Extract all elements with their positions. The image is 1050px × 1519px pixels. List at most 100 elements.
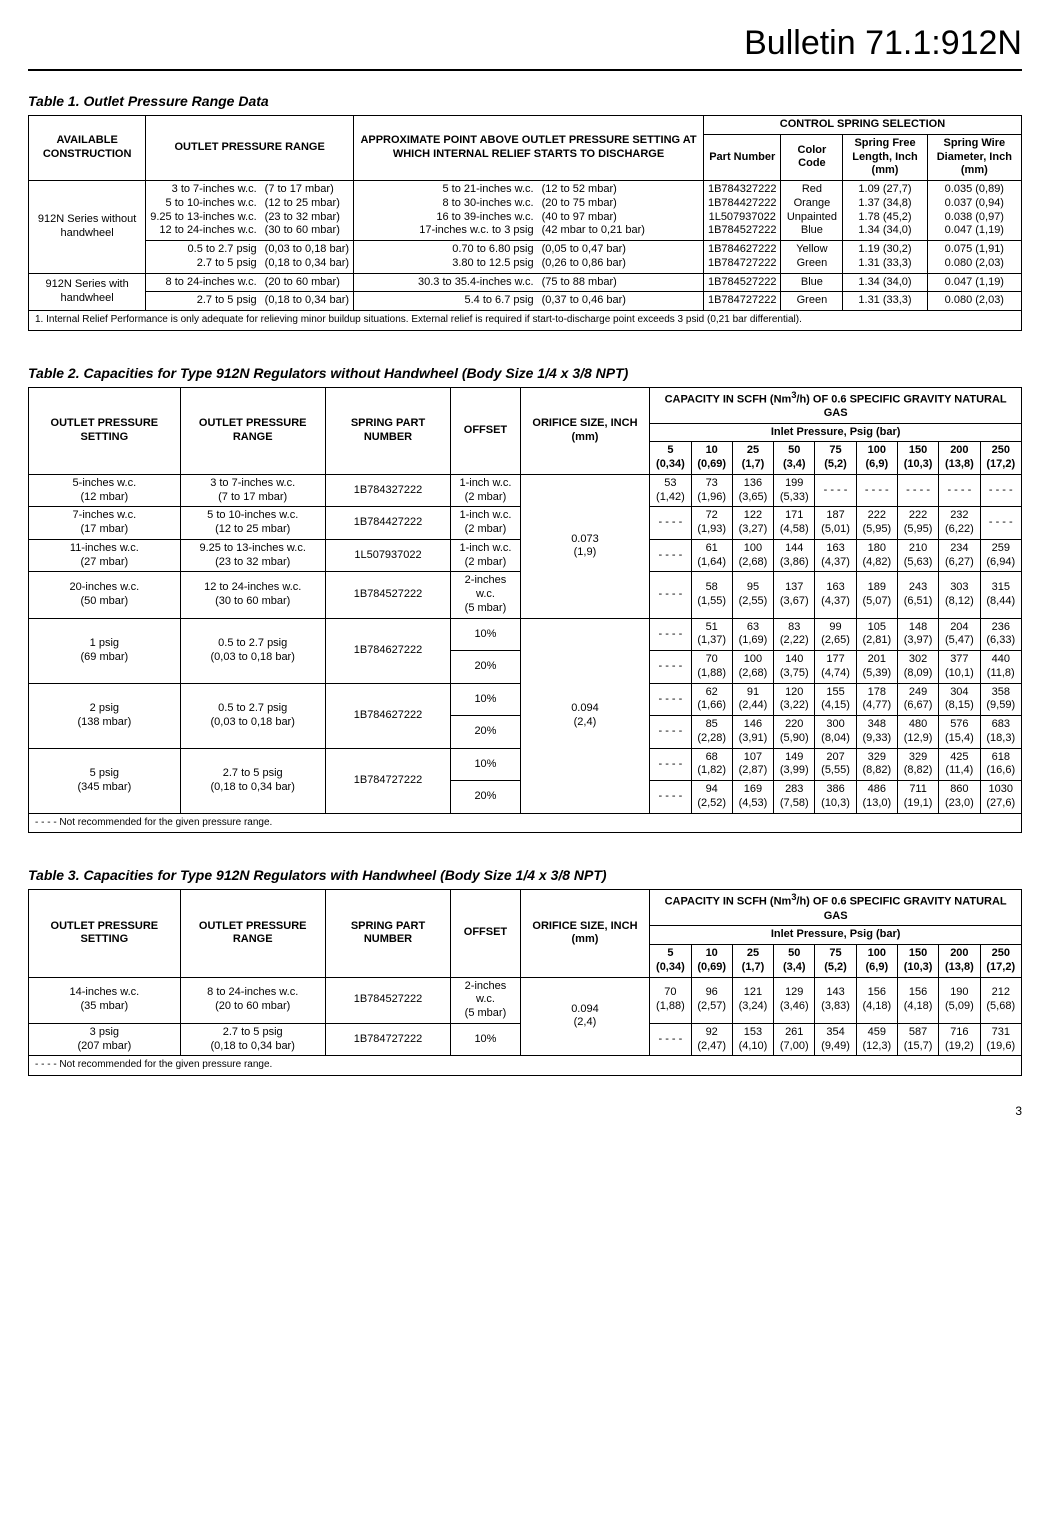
t1-avail: 912N Series with handwheel	[29, 273, 146, 311]
t2-cell: - - - -	[650, 539, 691, 572]
t2-part: 1B784527222	[325, 572, 451, 618]
t2-cell: 1030(27,6)	[980, 781, 1021, 814]
t2-cap-a: CAPACITY IN SCFH (Nm	[665, 393, 792, 405]
t2-cell: 122(3,27)	[732, 507, 773, 540]
t2-offset: 1-inch w.c. (2 mbar)	[451, 507, 520, 540]
t3-cell: 190(5,09)	[939, 977, 980, 1023]
t1-h-part: Part Number	[703, 134, 781, 180]
t2-cell: 91(2,44)	[732, 683, 773, 716]
t2-cell: 63(1,69)	[732, 618, 773, 651]
t3-col: 10(0,69)	[691, 945, 732, 978]
t2-h-cap: CAPACITY IN SCFH (Nm3/h) OF 0.6 SPECIFIC…	[650, 387, 1022, 423]
t2-cell: 348(9,33)	[856, 716, 897, 749]
t2-cell: - - - -	[650, 716, 691, 749]
t2-h-orifice: ORIFICE SIZE, INCH (mm)	[520, 387, 650, 474]
t3-cell: 156(4,18)	[897, 977, 938, 1023]
t2-orifice-b: 0.094 (2,4)	[520, 618, 650, 813]
t1-approx-right: (12 to 52 mbar)(20 to 75 mbar)(40 to 97 …	[538, 181, 704, 241]
t2-cell: 860(23,0)	[939, 781, 980, 814]
t3-cell: 716(19,2)	[939, 1023, 980, 1056]
t3-cell: 96(2,57)	[691, 977, 732, 1023]
t2-cell: 58(1,55)	[691, 572, 732, 618]
t2-offset: 20%	[451, 781, 520, 814]
t2-range: 12 to 24-inches w.c. (30 to 60 mbar)	[180, 572, 325, 618]
t3-cell: 459(12,3)	[856, 1023, 897, 1056]
t2-cell: 100(2,68)	[732, 539, 773, 572]
t1-approx-left: 0.70 to 6.80 psig3.80 to 12.5 psig	[354, 241, 538, 274]
t1-range-left: 2.7 to 5 psig	[146, 292, 261, 311]
page-number: 3	[28, 1104, 1022, 1118]
t2-cell: 62(1,66)	[691, 683, 732, 716]
t1-range-right: (0,03 to 0,18 bar)(0,18 to 0,34 bar)	[261, 241, 354, 274]
t2-col: 25(1,7)	[732, 442, 773, 475]
t3-h-range: OUTLET PRESSURE RANGE	[180, 890, 325, 977]
t1-parts: 1B784527222	[703, 273, 781, 292]
t3-col: 100(6,9)	[856, 945, 897, 978]
t3-h-setting: OUTLET PRESSURE SETTING	[29, 890, 181, 977]
t2-cell: 155(4,15)	[815, 683, 856, 716]
t1-range-left: 8 to 24-inches w.c.	[146, 273, 261, 292]
t2-col: 50(3,4)	[774, 442, 815, 475]
t1-h-color: Color Code	[781, 134, 843, 180]
t3-part: 1B784527222	[325, 977, 451, 1023]
t2-h-range: OUTLET PRESSURE RANGE	[180, 387, 325, 474]
t1-h-len: Spring Free Length, Inch (mm)	[843, 134, 927, 180]
t1-range-left: 3 to 7-inches w.c.5 to 10-inches w.c.9.2…	[146, 181, 261, 241]
t2-cell: 329(8,82)	[897, 748, 938, 781]
t2-cell: 72(1,93)	[691, 507, 732, 540]
t3-cell: 212(5,68)	[980, 977, 1021, 1023]
t2-cell: 300(8,04)	[815, 716, 856, 749]
t2-cell: 304(8,15)	[939, 683, 980, 716]
t1-parts: 1B7846272221B784727222	[703, 241, 781, 274]
t2-cell: 99(2,65)	[815, 618, 856, 651]
table1-title: Table 1. Outlet Pressure Range Data	[28, 93, 1022, 109]
t2-col: 75(5,2)	[815, 442, 856, 475]
t2-cap-c: /h) OF 0.6 SPECIFIC GRAVITY NATURAL GAS	[796, 393, 1006, 419]
t1-approx-right: (0,37 to 0,46 bar)	[538, 292, 704, 311]
t2-setting: 20-inches w.c. (50 mbar)	[29, 572, 181, 618]
t2-cell: 486(13,0)	[856, 781, 897, 814]
t1-parts: 1B7843272221B7844272221L5079370221B78452…	[703, 181, 781, 241]
table1-title-rest: Outlet Pressure Range Data	[84, 93, 269, 109]
t3-setting: 3 psig (207 mbar)	[29, 1023, 181, 1056]
t2-part: 1B784727222	[325, 748, 451, 813]
t2-cell: 140(3,75)	[774, 651, 815, 684]
t2-cell: 83(2,22)	[774, 618, 815, 651]
t1-approx-right: (75 to 88 mbar)	[538, 273, 704, 292]
t2-cell: 180(4,82)	[856, 539, 897, 572]
t2-cell: 220(5,90)	[774, 716, 815, 749]
t2-cell: 169(4,53)	[732, 781, 773, 814]
t2-cell: 207(5,55)	[815, 748, 856, 781]
t2-cell: - - - -	[980, 507, 1021, 540]
t2-part: 1B784427222	[325, 507, 451, 540]
t2-cell: 148(3,97)	[897, 618, 938, 651]
t3-cell: 354(9,49)	[815, 1023, 856, 1056]
t2-offset: 20%	[451, 716, 520, 749]
t1-colors: RedOrangeUnpaintedBlue	[781, 181, 843, 241]
t3-col: 200(13,8)	[939, 945, 980, 978]
table2: OUTLET PRESSURE SETTING OUTLET PRESSURE …	[28, 387, 1022, 834]
t3-footnote: - - - - Not recommended for the given pr…	[29, 1056, 1022, 1076]
t2-cell: 232(6,22)	[939, 507, 980, 540]
t2-cell: 73(1,96)	[691, 474, 732, 507]
t3-col: 5(0,34)	[650, 945, 691, 978]
t2-cell: 178(4,77)	[856, 683, 897, 716]
table3-title: Table 3. Capacities for Type 912N Regula…	[28, 867, 1022, 883]
t3-part: 1B784727222	[325, 1023, 451, 1056]
t2-cell: 358(9,59)	[980, 683, 1021, 716]
table1: AVAILABLE CONSTRUCTION OUTLET PRESSURE R…	[28, 115, 1022, 331]
t1-dias: 0.080 (2,03)	[927, 292, 1021, 311]
t2-cell: - - - -	[815, 474, 856, 507]
t2-cell: 53(1,42)	[650, 474, 691, 507]
t1-lens: 1.31 (33,3)	[843, 292, 927, 311]
table2-title: Table 2. Capacities for Type 912N Regula…	[28, 365, 1022, 381]
t2-h-setting: OUTLET PRESSURE SETTING	[29, 387, 181, 474]
t3-range: 8 to 24-inches w.c. (20 to 60 mbar)	[180, 977, 325, 1023]
t2-part: 1L507937022	[325, 539, 451, 572]
t2-cell: - - - -	[939, 474, 980, 507]
t2-cell: 177(4,74)	[815, 651, 856, 684]
t2-h-inlet: Inlet Pressure, Psig (bar)	[650, 423, 1022, 442]
t1-approx-right: (0,05 to 0,47 bar)(0,26 to 0,86 bar)	[538, 241, 704, 274]
t3-cell: 129(3,46)	[774, 977, 815, 1023]
t2-range: 9.25 to 13-inches w.c. (23 to 32 mbar)	[180, 539, 325, 572]
